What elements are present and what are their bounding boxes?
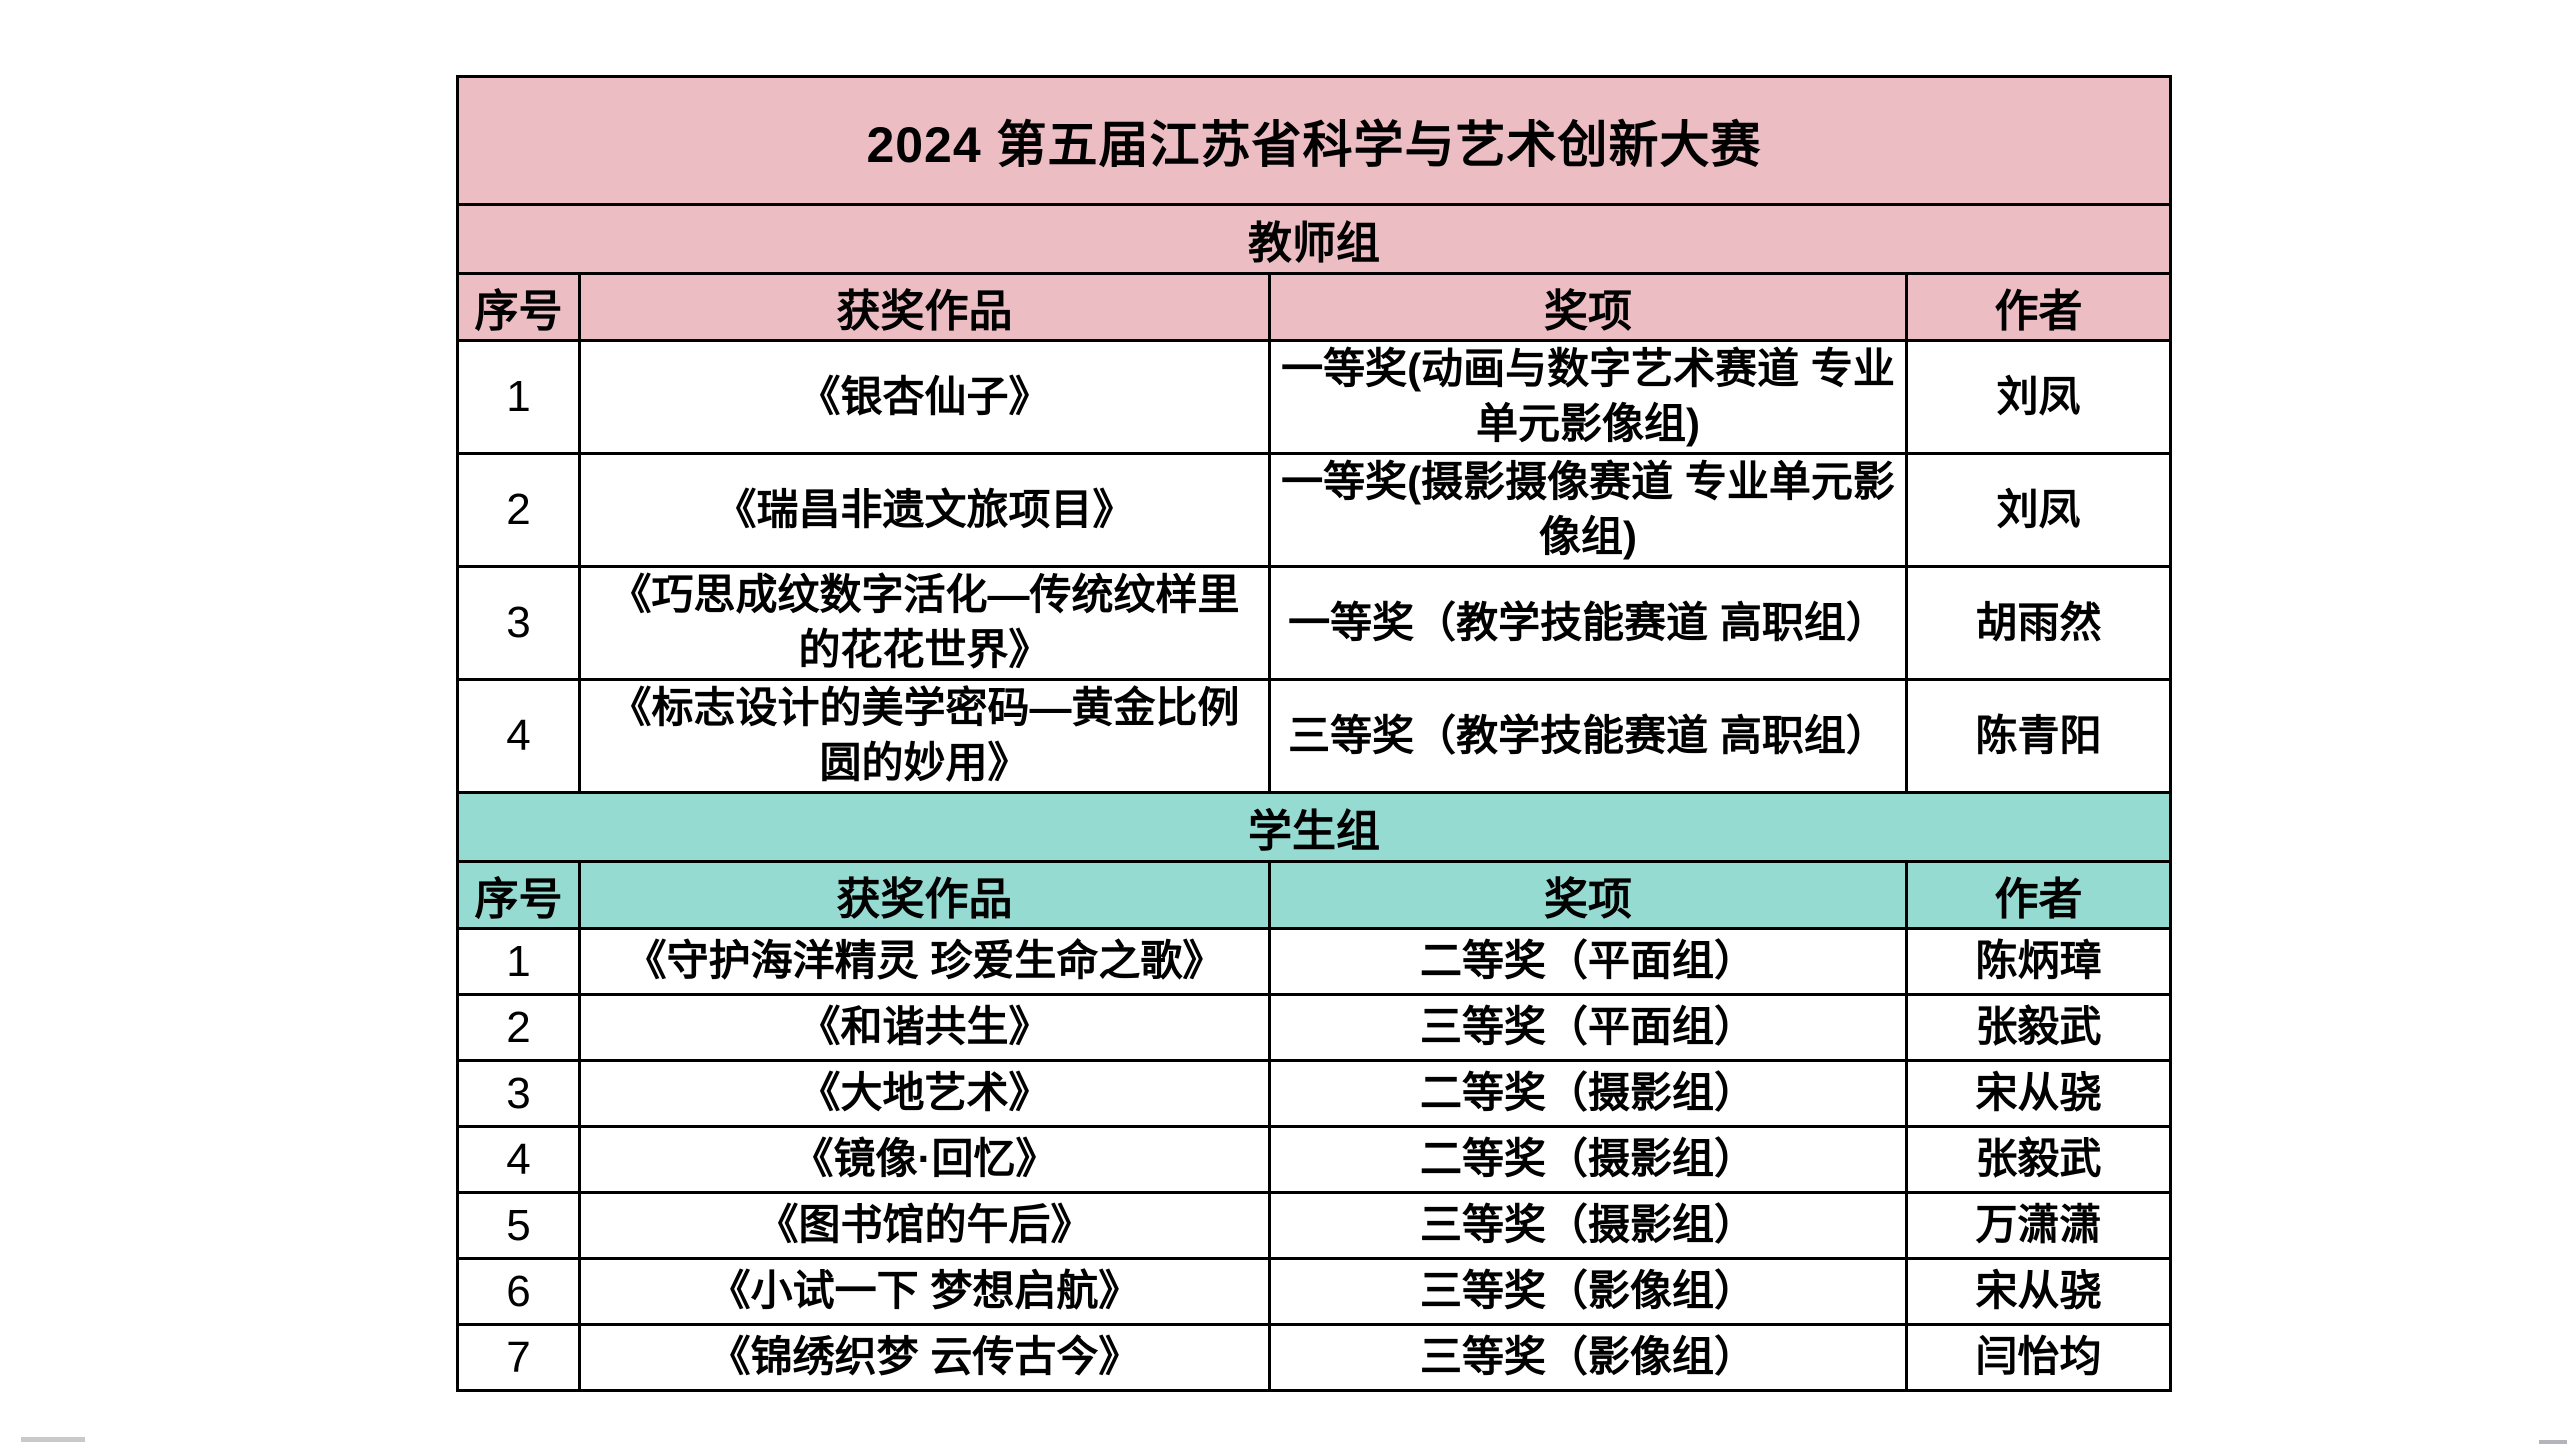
- cell-author: 宋从骁: [1905, 1257, 2172, 1326]
- cell-award: 二等奖（平面组）: [1268, 927, 1908, 996]
- competition-title: 2024 第五届江苏省科学与艺术创新大赛: [456, 75, 2172, 206]
- table-row: 3 《巧思成纹数字活化—传统纹样里的花花世界》 一等奖（教学技能赛道 高职组） 胡雨然: [456, 565, 2172, 681]
- cell-author: 张毅武: [1905, 1125, 2172, 1194]
- title-row: 2024 第五届江苏省科学与艺术创新大赛: [456, 75, 2172, 206]
- horizontal-scrollbar-thumb[interactable]: [21, 1437, 85, 1442]
- column-header-award: 奖项: [1268, 860, 1908, 930]
- cell-no: 3: [456, 1059, 581, 1128]
- cell-author: 胡雨然: [1905, 565, 2172, 681]
- cell-award: 三等奖（影像组）: [1268, 1257, 1908, 1326]
- cell-no: 1: [456, 339, 581, 455]
- cell-work: 《大地艺术》: [578, 1059, 1271, 1128]
- cell-no: 7: [456, 1323, 581, 1392]
- table-row: 7 《锦绣织梦 云传古今》 三等奖（影像组） 闫怡均: [456, 1323, 2172, 1392]
- table-row: 2 《瑞昌非遗文旅项目》 一等奖(摄影摄像赛道 专业单元影像组) 刘凤: [456, 452, 2172, 568]
- cell-work: 《巧思成纹数字活化—传统纹样里的花花世界》: [578, 565, 1271, 681]
- cell-author: 张毅武: [1905, 993, 2172, 1062]
- cell-work: 《锦绣织梦 云传古今》: [578, 1323, 1271, 1392]
- table-row: 4 《标志设计的美学密码—黄金比例圆的妙用》 三等奖（教学技能赛道 高职组） 陈青阳: [456, 678, 2172, 794]
- section-row-teacher: 教师组: [456, 203, 2172, 275]
- cell-no: 4: [456, 678, 581, 794]
- cell-award: 三等奖（教学技能赛道 高职组）: [1268, 678, 1908, 794]
- table-row: 3 《大地艺术》 二等奖（摄影组） 宋从骁: [456, 1059, 2172, 1128]
- cell-work: 《和谐共生》: [578, 993, 1271, 1062]
- cell-author: 陈炳璋: [1905, 927, 2172, 996]
- column-header-award: 奖项: [1268, 272, 1908, 342]
- cell-award: 三等奖（影像组）: [1268, 1323, 1908, 1392]
- table-row: 1 《银杏仙子》 一等奖(动画与数字艺术赛道 专业单元影像组) 刘凤: [456, 339, 2172, 455]
- cell-work: 《标志设计的美学密码—黄金比例圆的妙用》: [578, 678, 1271, 794]
- table-row: 6 《小试一下 梦想启航》 三等奖（影像组） 宋从骁: [456, 1257, 2172, 1326]
- cell-work: 《瑞昌非遗文旅项目》: [578, 452, 1271, 568]
- cell-award: 一等奖（教学技能赛道 高职组）: [1268, 565, 1908, 681]
- table-row: 1 《守护海洋精灵 珍爱生命之歌》 二等奖（平面组） 陈炳璋: [456, 927, 2172, 996]
- cell-no: 2: [456, 993, 581, 1062]
- section-title-student: 学生组: [456, 791, 2172, 863]
- cell-work: 《小试一下 梦想启航》: [578, 1257, 1271, 1326]
- section-row-student: 学生组: [456, 791, 2172, 863]
- cell-award: 二等奖（摄影组）: [1268, 1059, 1908, 1128]
- cell-no: 5: [456, 1191, 581, 1260]
- column-header-no: 序号: [456, 860, 581, 930]
- cell-no: 6: [456, 1257, 581, 1326]
- cell-no: 4: [456, 1125, 581, 1194]
- awards-table-body: 2024 第五届江苏省科学与艺术创新大赛 教师组 序号 获奖作品 奖项 作者 1 《银杏仙子》…: [456, 75, 2172, 1392]
- cell-award: 一等奖(动画与数字艺术赛道 专业单元影像组): [1268, 339, 1908, 455]
- column-header-author: 作者: [1905, 860, 2172, 930]
- column-header-no: 序号: [456, 272, 581, 342]
- column-header-author: 作者: [1905, 272, 2172, 342]
- column-header-row-student: 序号 获奖作品 奖项 作者: [456, 860, 2172, 930]
- cell-author: 万潇潇: [1905, 1191, 2172, 1260]
- cell-work: 《守护海洋精灵 珍爱生命之歌》: [578, 927, 1271, 996]
- scrollbar-corner: [2539, 1440, 2567, 1444]
- cell-award: 三等奖（摄影组）: [1268, 1191, 1908, 1260]
- cell-author: 刘凤: [1905, 339, 2172, 455]
- cell-no: 3: [456, 565, 581, 681]
- cell-award: 三等奖（平面组）: [1268, 993, 1908, 1062]
- cell-award: 一等奖(摄影摄像赛道 专业单元影像组): [1268, 452, 1908, 568]
- table-row: 5 《图书馆的午后》 三等奖（摄影组） 万潇潇: [456, 1191, 2172, 1260]
- table-row: 4 《镜像·回忆》 二等奖（摄影组） 张毅武: [456, 1125, 2172, 1194]
- table-row: 2 《和谐共生》 三等奖（平面组） 张毅武: [456, 993, 2172, 1062]
- column-header-row-teacher: 序号 获奖作品 奖项 作者: [456, 272, 2172, 342]
- cell-author: 陈青阳: [1905, 678, 2172, 794]
- section-title-teacher: 教师组: [456, 203, 2172, 275]
- column-header-work: 获奖作品: [578, 860, 1271, 930]
- awards-table: 2024 第五届江苏省科学与艺术创新大赛 教师组 序号 获奖作品 奖项 作者 1 《银杏仙子》…: [456, 75, 2172, 1392]
- cell-work: 《图书馆的午后》: [578, 1191, 1271, 1260]
- cell-author: 宋从骁: [1905, 1059, 2172, 1128]
- cell-work: 《镜像·回忆》: [578, 1125, 1271, 1194]
- cell-award: 二等奖（摄影组）: [1268, 1125, 1908, 1194]
- cell-author: 刘凤: [1905, 452, 2172, 568]
- cell-no: 1: [456, 927, 581, 996]
- cell-no: 2: [456, 452, 581, 568]
- cell-work: 《银杏仙子》: [578, 339, 1271, 455]
- cell-author: 闫怡均: [1905, 1323, 2172, 1392]
- column-header-work: 获奖作品: [578, 272, 1271, 342]
